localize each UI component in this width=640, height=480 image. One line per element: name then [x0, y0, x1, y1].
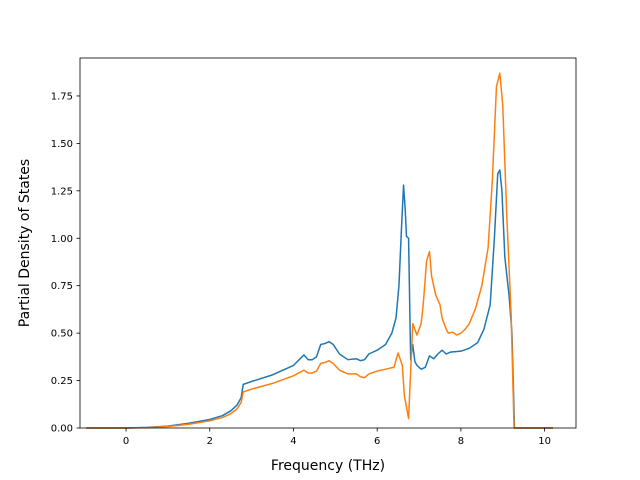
y-tick-label: 1.00 [51, 234, 73, 245]
series-line-1 [86, 169, 553, 429]
series-line-2 [86, 72, 553, 429]
y-tick-label: 0.50 [51, 329, 73, 340]
y-tick-label: 0.25 [51, 376, 73, 387]
x-tick-label: 10 [538, 436, 551, 447]
plot-frame [79, 57, 577, 429]
x-axis-ticks: 0 2 4 6 8 10 [123, 428, 551, 447]
y-tick-label: 1.25 [51, 186, 73, 197]
x-tick-label: 6 [374, 436, 380, 447]
x-tick-label: 0 [123, 436, 129, 447]
x-tick-label: 4 [290, 436, 296, 447]
x-tick-label: 2 [207, 436, 213, 447]
y-tick-label: 1.75 [51, 91, 73, 102]
y-tick-label: 1.50 [51, 139, 73, 150]
y-tick-label: 0.00 [51, 424, 73, 435]
y-tick-label: 0.75 [51, 281, 73, 292]
y-axis-label: Partial Density of States [17, 159, 33, 327]
plot-lines [86, 72, 553, 429]
x-axis-label: Frequency (THz) [271, 458, 385, 474]
x-tick-label: 8 [458, 436, 464, 447]
y-axis-ticks: 0.00 0.25 0.50 0.75 1.00 1.25 1.50 1.75 [51, 91, 80, 435]
